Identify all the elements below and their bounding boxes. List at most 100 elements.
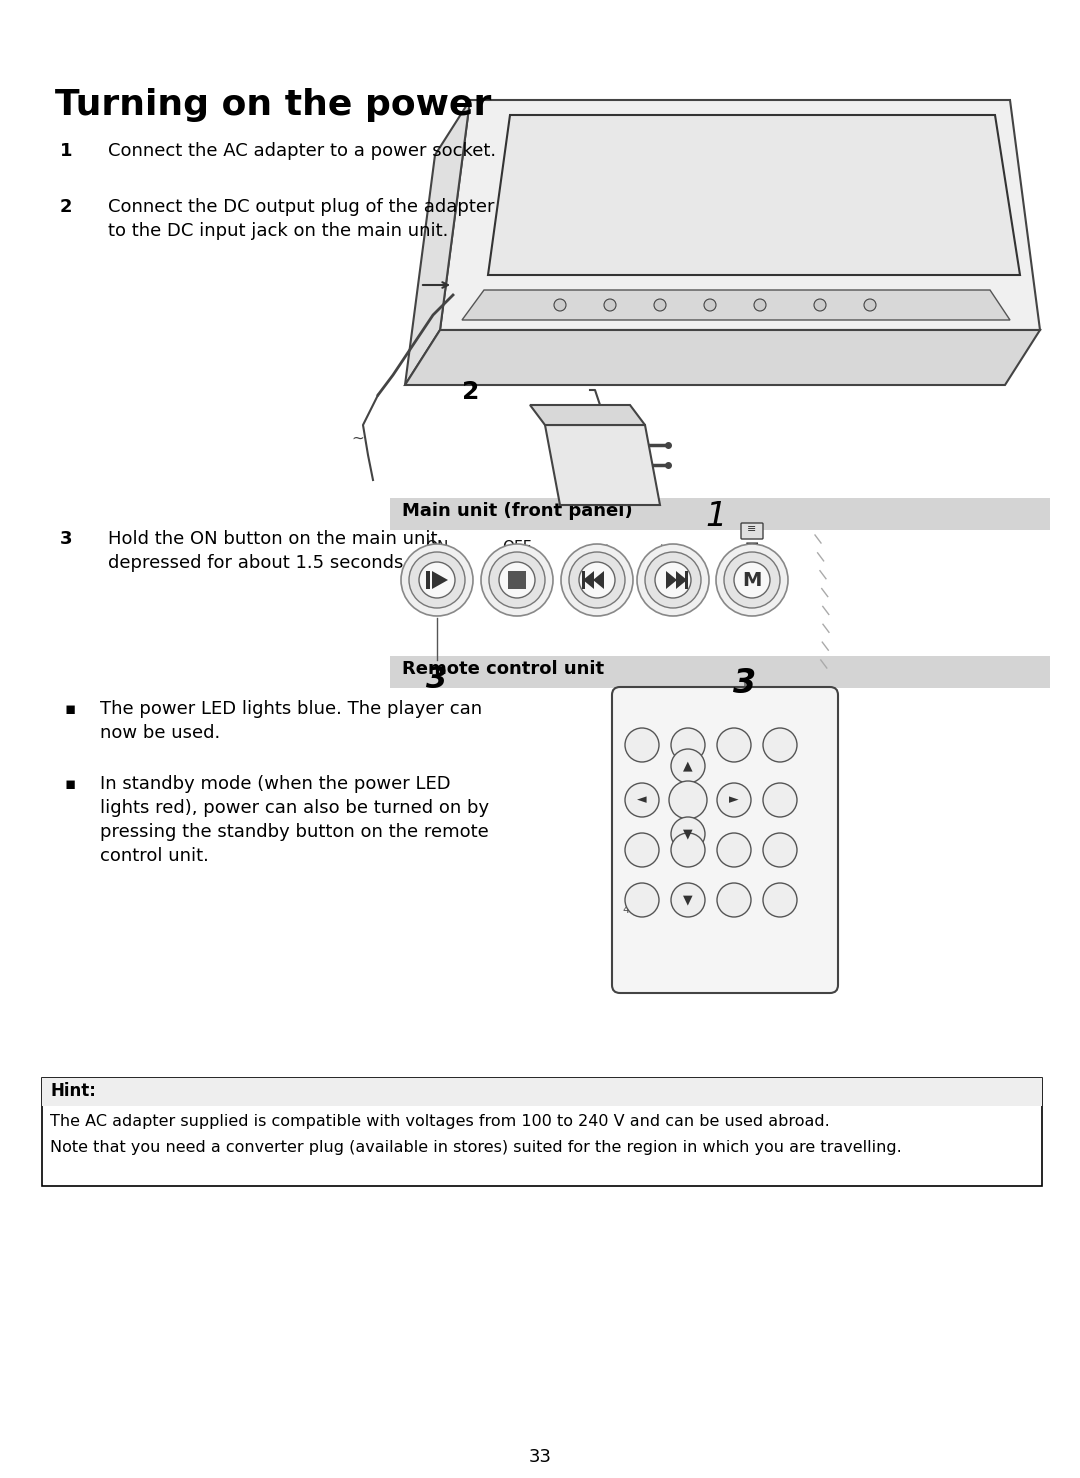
Text: M: M xyxy=(742,571,761,590)
Text: Main unit (front panel): Main unit (front panel) xyxy=(402,503,633,520)
Circle shape xyxy=(671,882,705,916)
Text: ▪: ▪ xyxy=(65,701,77,718)
Circle shape xyxy=(669,780,707,819)
Text: ▲: ▲ xyxy=(684,760,692,773)
Text: 3: 3 xyxy=(427,665,447,695)
Circle shape xyxy=(814,299,826,310)
Text: Note that you need a converter plug (available in stores) suited for the region : Note that you need a converter plug (ava… xyxy=(50,1140,902,1154)
Text: 3: 3 xyxy=(733,667,757,701)
Circle shape xyxy=(864,299,876,310)
Polygon shape xyxy=(530,405,645,426)
Text: to the DC input jack on the main unit.: to the DC input jack on the main unit. xyxy=(108,222,448,239)
Text: 2: 2 xyxy=(60,198,72,216)
Text: depressed for about 1.5 seconds.: depressed for about 1.5 seconds. xyxy=(108,554,409,572)
Circle shape xyxy=(579,562,615,599)
Circle shape xyxy=(717,729,751,763)
Text: ▼: ▼ xyxy=(684,828,692,841)
Circle shape xyxy=(409,551,465,607)
Circle shape xyxy=(401,544,473,616)
Text: Turning on the power: Turning on the power xyxy=(55,89,491,123)
Circle shape xyxy=(645,551,701,607)
Polygon shape xyxy=(593,571,604,590)
Circle shape xyxy=(419,562,455,599)
Polygon shape xyxy=(488,115,1020,275)
Polygon shape xyxy=(440,101,1040,330)
Circle shape xyxy=(671,729,705,763)
Text: ▪: ▪ xyxy=(65,774,77,794)
Text: ■: ■ xyxy=(745,539,759,556)
Circle shape xyxy=(762,783,797,817)
Circle shape xyxy=(762,729,797,763)
Bar xyxy=(42,1077,1042,1106)
Circle shape xyxy=(716,544,788,616)
Circle shape xyxy=(754,299,766,310)
Circle shape xyxy=(717,834,751,868)
Text: Connect the DC output plug of the adapter: Connect the DC output plug of the adapte… xyxy=(108,198,495,216)
Bar xyxy=(390,656,1050,687)
FancyBboxPatch shape xyxy=(612,687,838,993)
Bar xyxy=(582,571,585,590)
Bar xyxy=(508,571,526,590)
Circle shape xyxy=(717,882,751,916)
Text: lights red), power can also be turned on by: lights red), power can also be turned on… xyxy=(100,800,489,817)
Circle shape xyxy=(554,299,566,310)
Text: In standby mode (when the power LED: In standby mode (when the power LED xyxy=(100,774,450,794)
Circle shape xyxy=(489,551,545,607)
Circle shape xyxy=(654,562,691,599)
Text: The AC adapter supplied is compatible with voltages from 100 to 240 V and can be: The AC adapter supplied is compatible wi… xyxy=(50,1114,829,1129)
Text: ◄◄: ◄◄ xyxy=(585,539,609,556)
Bar xyxy=(685,571,688,590)
Circle shape xyxy=(762,882,797,916)
Polygon shape xyxy=(583,571,594,590)
Circle shape xyxy=(724,551,780,607)
Circle shape xyxy=(762,834,797,868)
Polygon shape xyxy=(666,571,677,590)
Text: 1: 1 xyxy=(705,500,726,534)
Text: pressing the standby button on the remote: pressing the standby button on the remot… xyxy=(100,823,489,841)
Circle shape xyxy=(604,299,616,310)
Text: 3: 3 xyxy=(60,531,72,548)
Text: 1: 1 xyxy=(60,142,72,160)
Text: ►: ► xyxy=(729,794,739,807)
Text: ≡: ≡ xyxy=(747,525,757,534)
Text: 2: 2 xyxy=(462,380,480,403)
Circle shape xyxy=(499,562,535,599)
Text: Connect the AC adapter to a power socket.: Connect the AC adapter to a power socket… xyxy=(108,142,496,160)
Circle shape xyxy=(717,783,751,817)
Circle shape xyxy=(654,299,666,310)
Circle shape xyxy=(561,544,633,616)
Text: Hold the ON button on the main unit: Hold the ON button on the main unit xyxy=(108,531,437,548)
Circle shape xyxy=(637,544,708,616)
Polygon shape xyxy=(405,101,470,384)
Bar xyxy=(42,1077,1042,1185)
Polygon shape xyxy=(545,426,660,505)
Bar xyxy=(426,571,430,590)
Circle shape xyxy=(569,551,625,607)
Text: ▼: ▼ xyxy=(684,894,692,906)
Circle shape xyxy=(704,299,716,310)
Circle shape xyxy=(481,544,553,616)
Text: 33: 33 xyxy=(528,1448,552,1466)
Text: OFF: OFF xyxy=(502,539,531,556)
Text: 4: 4 xyxy=(623,905,630,915)
Text: ON: ON xyxy=(426,539,448,556)
Text: The power LED lights blue. The player can: The power LED lights blue. The player ca… xyxy=(100,701,482,718)
Polygon shape xyxy=(676,571,687,590)
Text: now be used.: now be used. xyxy=(100,724,220,742)
Polygon shape xyxy=(405,330,1040,384)
Circle shape xyxy=(671,817,705,851)
FancyBboxPatch shape xyxy=(741,523,762,539)
Text: ~: ~ xyxy=(352,430,364,445)
Polygon shape xyxy=(432,571,448,590)
Circle shape xyxy=(671,834,705,868)
Circle shape xyxy=(671,749,705,783)
Text: Remote control unit: Remote control unit xyxy=(402,661,604,678)
Text: Hint:: Hint: xyxy=(50,1082,96,1100)
Text: ◄: ◄ xyxy=(637,794,647,807)
Text: ►►: ►► xyxy=(661,539,685,556)
Circle shape xyxy=(734,562,770,599)
Polygon shape xyxy=(462,290,1010,321)
Circle shape xyxy=(625,729,659,763)
Circle shape xyxy=(625,834,659,868)
Bar xyxy=(390,498,1050,531)
